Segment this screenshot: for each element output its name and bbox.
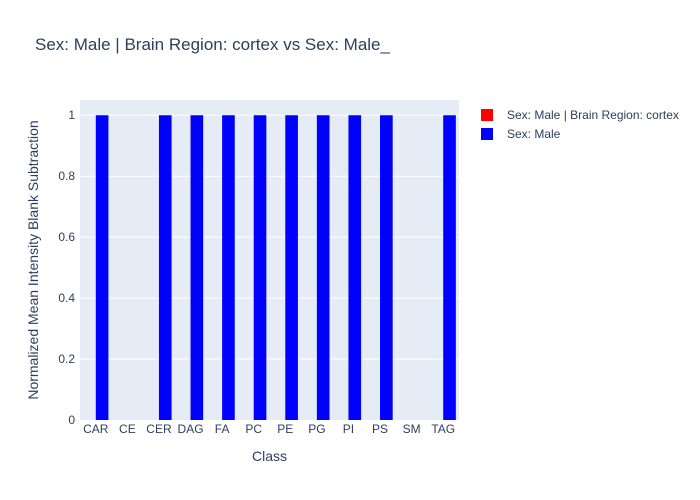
y-axis-ticks: 0 0.2 0.4 0.6 0.8 1 <box>58 108 75 427</box>
y-tick-label: 0 <box>68 413 75 427</box>
bar <box>380 115 393 420</box>
y-axis-title: Normalized Mean Intensity Blank Subtract… <box>25 120 41 399</box>
x-tick-label: PC <box>245 422 262 436</box>
y-tick-label: 0.2 <box>58 352 75 366</box>
bar <box>316 115 330 420</box>
bar <box>190 115 204 420</box>
x-tick-label: FA <box>215 422 230 436</box>
bar <box>443 115 456 420</box>
gridlines <box>80 114 459 360</box>
bar <box>158 115 172 420</box>
x-tick-label: DAG <box>178 422 204 436</box>
y-tick-label: 0.8 <box>58 169 75 183</box>
x-axis-ticks: CAR CE CER DAG FA PC PE PG PI PS SM TAG <box>83 422 455 436</box>
legend-label: Sex: Male | Brain Region: cortex <box>507 108 679 122</box>
x-tick-label: CAR <box>83 422 109 436</box>
bar <box>222 115 235 420</box>
x-tick-label: CER <box>146 422 172 436</box>
y-tick-label: 1 <box>68 108 75 122</box>
x-tick-label: PS <box>372 422 388 436</box>
plot-area <box>80 100 459 420</box>
bar <box>285 115 298 420</box>
legend-swatch <box>481 128 493 140</box>
y-tick-label: 0.4 <box>58 291 75 305</box>
chart-title: Sex: Male | Brain Region: cortex vs Sex:… <box>35 35 391 54</box>
bar <box>95 115 109 420</box>
legend-label: Sex: Male <box>507 127 561 141</box>
x-tick-label: CE <box>119 422 136 436</box>
y-tick-label: 0.6 <box>58 230 75 244</box>
legend-swatch <box>481 109 493 121</box>
bar <box>348 115 362 420</box>
bar <box>253 115 267 420</box>
x-tick-label: PI <box>343 422 354 436</box>
legend: Sex: Male | Brain Region: cortex Sex: Mal… <box>481 108 679 141</box>
x-tick-label: PG <box>308 422 325 436</box>
x-tick-label: TAG <box>431 422 455 436</box>
x-tick-label: PE <box>277 422 293 436</box>
x-axis-title: Class <box>252 448 287 464</box>
x-tick-label: SM <box>403 422 421 436</box>
bars <box>95 115 456 420</box>
